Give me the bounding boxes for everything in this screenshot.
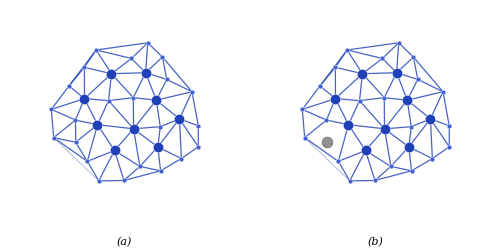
Point	[405, 145, 413, 149]
Point	[130, 127, 138, 131]
Point	[158, 55, 166, 59]
Point	[130, 96, 138, 100]
Point	[322, 140, 330, 144]
Point	[362, 148, 370, 152]
Point	[358, 72, 366, 76]
Point	[142, 71, 150, 75]
Point	[128, 56, 136, 60]
Point	[94, 123, 102, 127]
Point	[343, 48, 351, 52]
Point	[445, 124, 453, 128]
Point	[300, 136, 308, 140]
Point	[156, 125, 164, 129]
Point	[322, 118, 330, 122]
Point	[408, 125, 416, 129]
Point	[92, 48, 100, 52]
Point	[378, 56, 386, 60]
Point	[50, 136, 58, 140]
Point	[80, 97, 88, 101]
Point	[332, 65, 340, 69]
Point	[387, 164, 395, 168]
Point	[65, 84, 73, 88]
Point	[84, 159, 92, 163]
Point	[176, 117, 184, 121]
Point	[152, 98, 160, 102]
Point	[95, 179, 103, 183]
Point	[394, 41, 402, 45]
Point	[144, 41, 152, 45]
Point	[334, 159, 342, 163]
Point	[332, 97, 340, 101]
Point	[136, 164, 144, 168]
Point	[410, 55, 418, 59]
Point	[426, 117, 434, 121]
Point	[371, 178, 379, 182]
Point	[404, 98, 411, 102]
Point	[80, 65, 88, 69]
Point	[178, 156, 186, 161]
Point	[356, 99, 364, 103]
Point	[154, 145, 162, 149]
Text: (b): (b)	[368, 237, 384, 247]
Point	[163, 77, 171, 81]
Point	[380, 96, 388, 100]
Point	[414, 77, 422, 81]
Point	[48, 107, 56, 111]
Point	[188, 90, 196, 94]
Point	[108, 72, 116, 76]
Point	[120, 178, 128, 182]
Point	[344, 123, 352, 127]
Point	[194, 124, 202, 128]
Point	[72, 118, 80, 122]
Point	[316, 84, 324, 88]
Point	[380, 127, 388, 131]
Point	[194, 145, 202, 149]
Point	[298, 107, 306, 111]
Point	[428, 156, 436, 161]
Point	[110, 148, 118, 152]
Point	[446, 145, 454, 149]
Point	[392, 71, 400, 75]
Text: (a): (a)	[117, 237, 132, 247]
Point	[408, 169, 416, 173]
Point	[72, 140, 80, 144]
Point	[104, 99, 112, 103]
Point	[346, 179, 354, 183]
Point	[439, 90, 447, 94]
Point	[156, 169, 164, 173]
